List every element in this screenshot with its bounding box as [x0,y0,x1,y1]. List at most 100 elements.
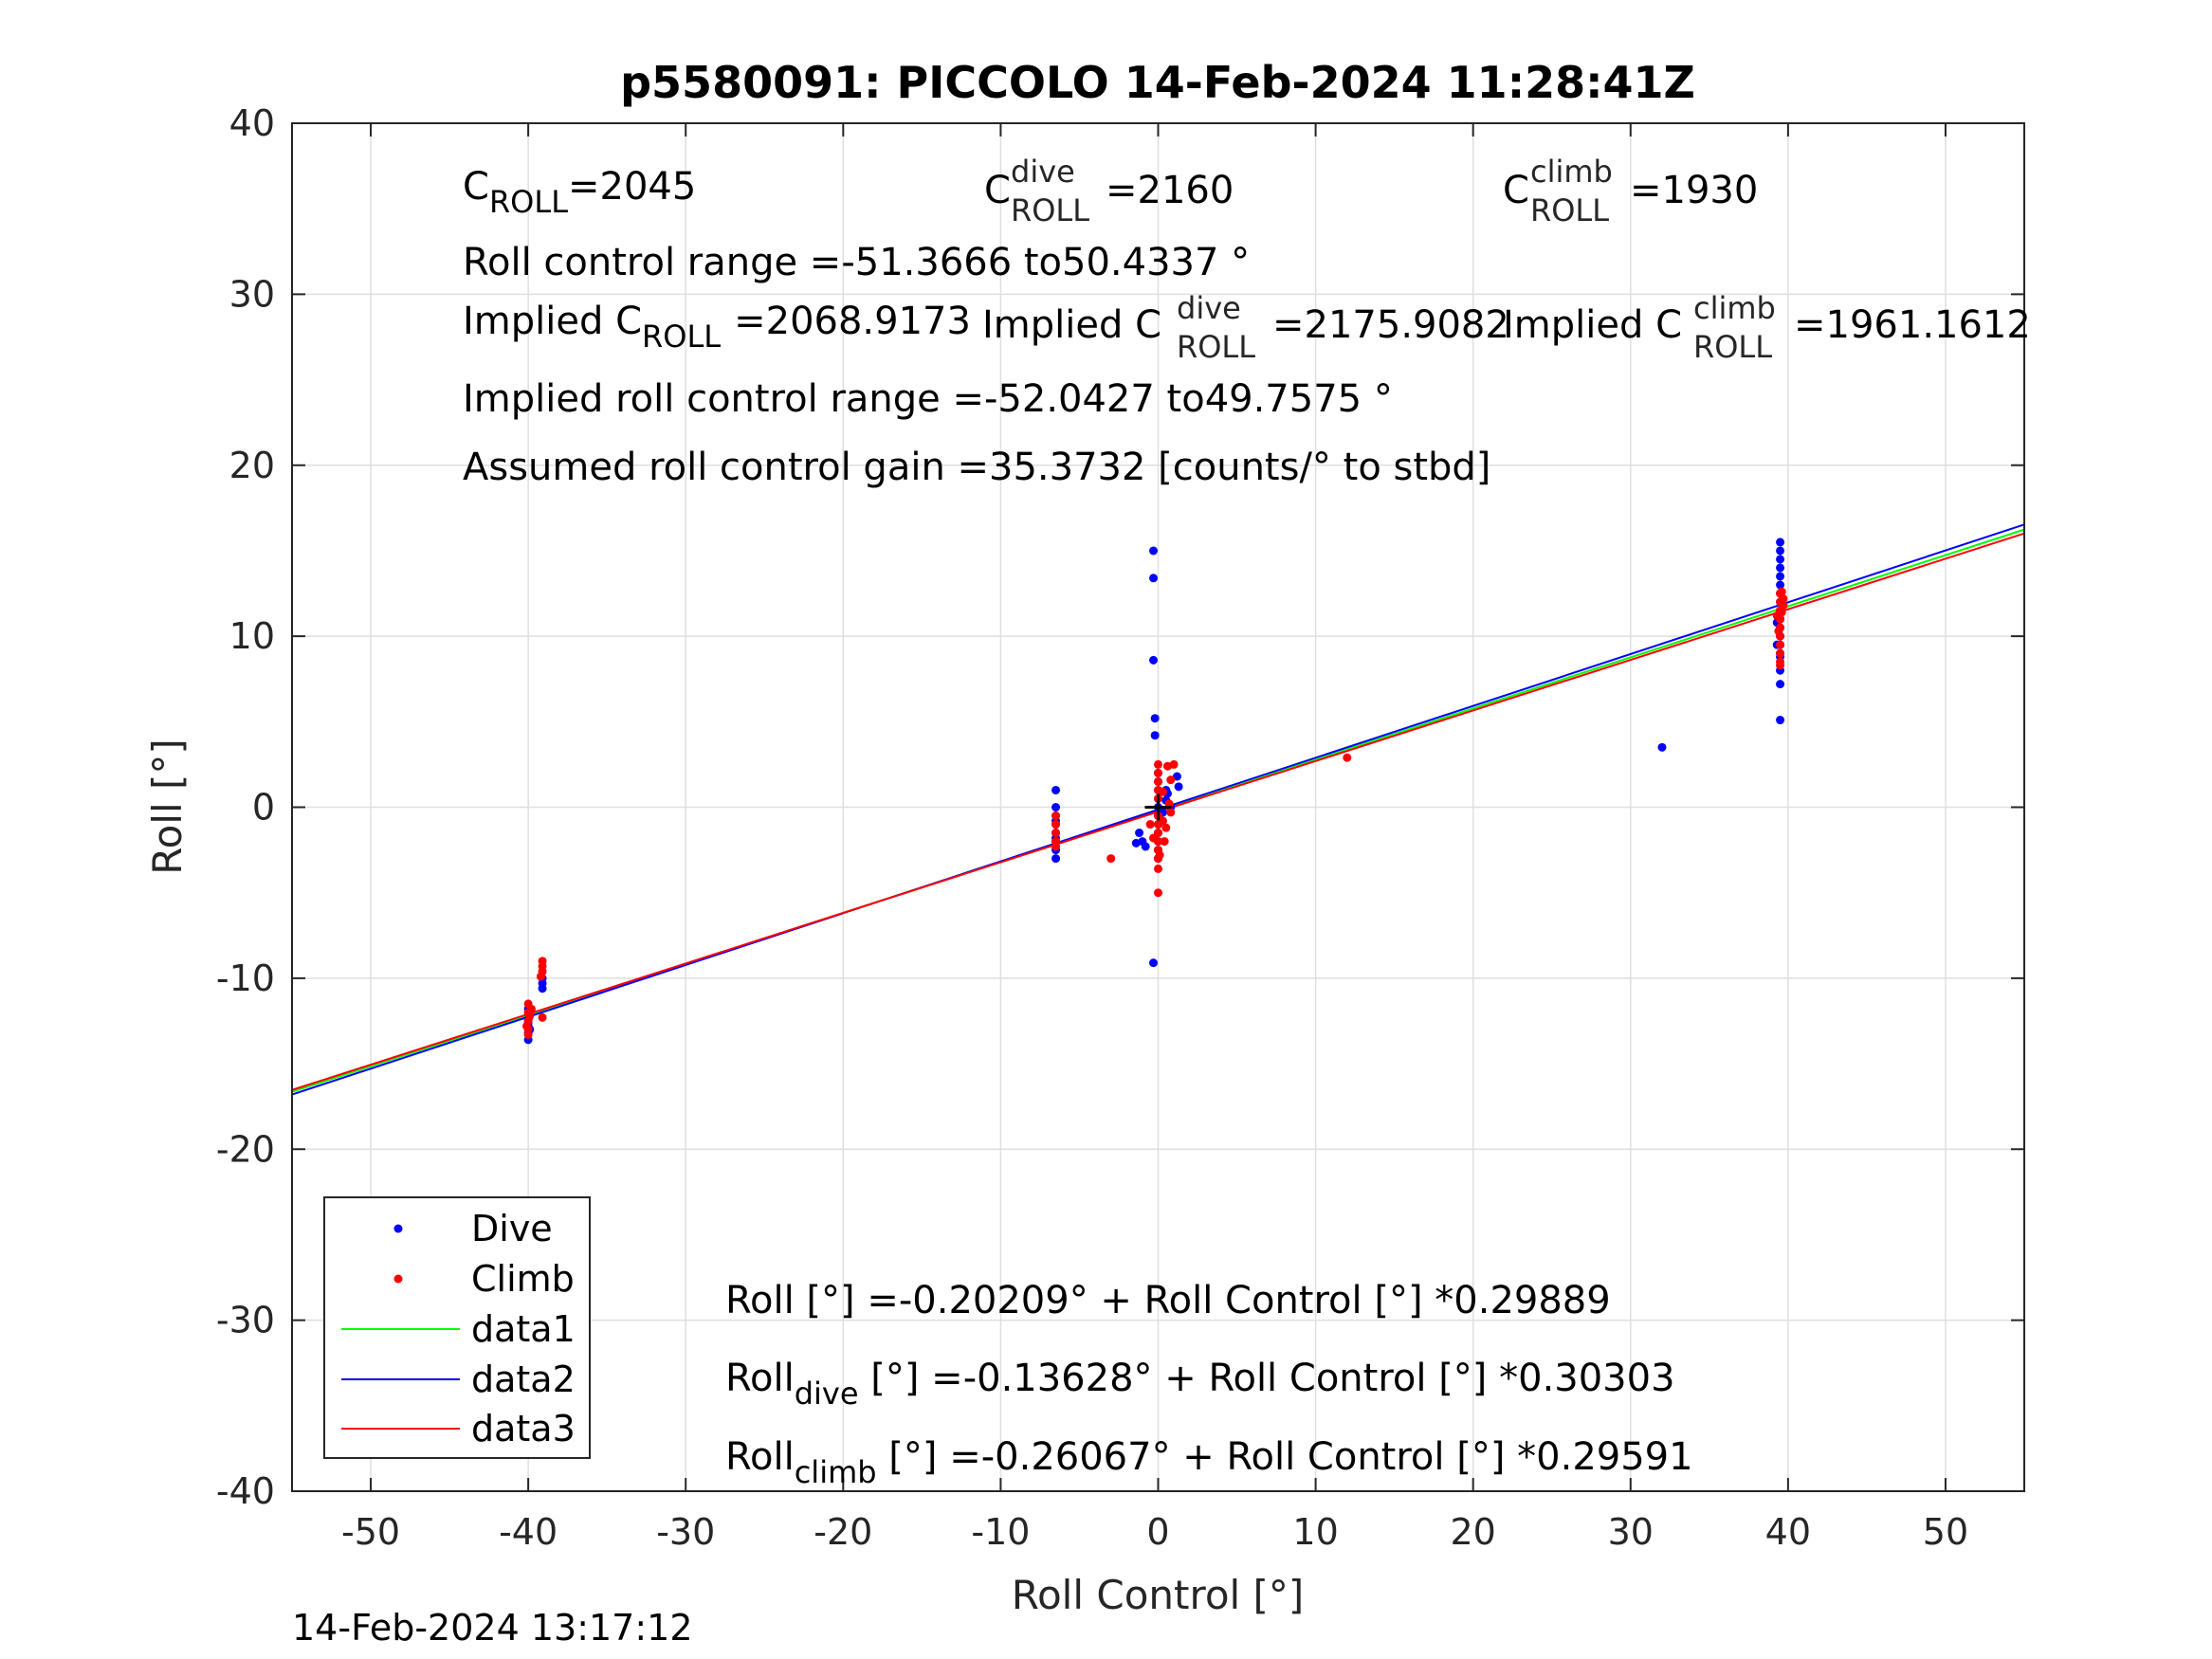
point-dive [1172,772,1181,781]
point-dive [1149,574,1159,583]
legend-data1-label: data1 [471,1308,576,1350]
point-climb [525,1012,535,1021]
point-dive [1776,572,1785,581]
x-tick-label: -20 [814,1511,872,1553]
point-climb [1161,823,1171,832]
point-climb [1779,601,1788,611]
x-tick-label: -30 [656,1511,715,1553]
x-axis-label: Roll Control [°] [1012,1572,1305,1618]
chart-title: p5580091: PICCOLO 14-Feb-2024 11:28:41Z [620,57,1695,108]
c-roll-climb-value: =1930 [1630,169,1758,212]
implied-c-roll-climb-value: =1961.1612 [1794,303,2031,347]
point-climb [521,1021,531,1030]
point-climb [1051,811,1061,821]
point-dive [1776,555,1785,564]
c-roll-climb-sup: climb [1530,154,1613,190]
point-climb [536,972,545,981]
y-tick-label: 0 [252,787,275,829]
implied-c-roll-dive-sub: ROLL [1177,329,1255,365]
y-tick-label: -40 [216,1470,275,1512]
c-roll-climb-annotation: C [1503,169,1529,212]
y-tick-label: 10 [229,615,275,657]
implied-c-roll-climb-sup: climb [1693,290,1776,326]
point-dive [1051,785,1061,794]
point-dive [1776,680,1785,689]
y-axis-label: Roll [°] [144,738,191,874]
fit-climb-text: Rollclimb [°] =-0.26067° + Roll Control … [725,1435,1693,1490]
y-tick-label: -30 [216,1300,275,1341]
legend-data2-label: data2 [471,1358,576,1400]
point-dive [1131,838,1141,848]
point-climb [1169,759,1179,769]
timestamp: 14-Feb-2024 13:17:12 [292,1607,693,1649]
c-roll-dive-sup: dive [1011,154,1075,190]
point-climb [1154,768,1162,777]
point-climb [1154,759,1162,769]
point-climb [1776,640,1785,649]
point-climb [1051,829,1061,838]
x-tick-label: -40 [499,1511,558,1553]
roll-control-range-text: Roll control range =-51.3666 to50.4337 ° [463,241,1250,284]
point-climb [1166,775,1176,785]
legend-data3-label: data3 [471,1408,576,1449]
y-tick-label: 20 [229,445,275,486]
legend-dive-marker [393,1224,403,1233]
point-climb [1777,608,1786,617]
point-climb [1777,587,1786,596]
point-climb [538,1012,547,1022]
x-tick-label: 40 [1765,1511,1811,1553]
c-roll-dive-sub: ROLL [1011,192,1089,228]
implied-roll-control-range-text: Implied roll control range =-52.0427 to4… [463,377,1393,421]
point-climb [1158,816,1167,826]
y-tick-label: 40 [229,102,275,144]
point-climb [1106,854,1116,864]
point-climb [1779,593,1788,603]
point-climb [1776,648,1785,658]
point-climb [1149,833,1159,843]
point-dive [538,984,547,994]
point-climb [1154,776,1162,786]
implied-c-roll-dive-value: =2175.9082 [1272,303,1509,347]
annotations: CROLL=2045 C dive ROLL =2160 C climb ROL… [463,154,2031,1490]
plot-frame [291,122,2025,1492]
y-tick-label: -10 [216,957,275,999]
implied-c-roll-climb-prefix: Implied C [1503,303,1682,347]
y-tick-label: 30 [229,273,275,315]
point-climb [1776,661,1785,670]
legend-climb-marker [393,1274,403,1284]
implied-c-roll-dive-prefix: Implied C [982,303,1161,347]
c-roll-dive-annotation: C [984,169,1011,212]
c-roll-annotation: CROLL=2045 [463,165,696,220]
point-climb [1166,808,1176,817]
point-dive [1150,714,1160,723]
point-dive [1135,829,1144,838]
x-tick-label: 50 [1923,1511,1968,1553]
legend-dive-label: Dive [471,1208,553,1249]
point-dive [1141,842,1150,851]
legend: Dive Climb data1 data2 data3 [323,1196,591,1459]
point-dive [1149,546,1159,556]
implied-c-roll-annotation: Implied CROLL =2068.9173 [463,300,971,355]
x-tick-label: 30 [1608,1511,1654,1553]
origin-cross-marker [1144,793,1172,821]
axes: -50 -40 -30 -20 -10 0 10 20 30 40 50 -40 -30 -20 -10 0 1… [216,102,2024,1553]
point-climb [1051,842,1061,851]
assumed-gain-text: Assumed roll control gain =35.3732 [coun… [463,446,1490,489]
point-climb [523,1030,533,1039]
point-climb [1154,888,1162,898]
point-climb [1155,850,1164,860]
point-dive [1776,546,1785,556]
point-dive [1776,580,1785,590]
point-dive [1150,731,1160,740]
point-climb [1774,627,1783,636]
x-tick-label: -10 [971,1511,1030,1553]
point-climb [526,1004,536,1013]
x-tick-label: 10 [1292,1511,1338,1553]
x-tick-label: 0 [1146,1511,1169,1553]
point-dive [1051,803,1061,811]
point-dive [1776,563,1785,573]
point-climb [1343,753,1352,762]
point-dive [1776,538,1785,547]
point-dive [1174,782,1183,792]
